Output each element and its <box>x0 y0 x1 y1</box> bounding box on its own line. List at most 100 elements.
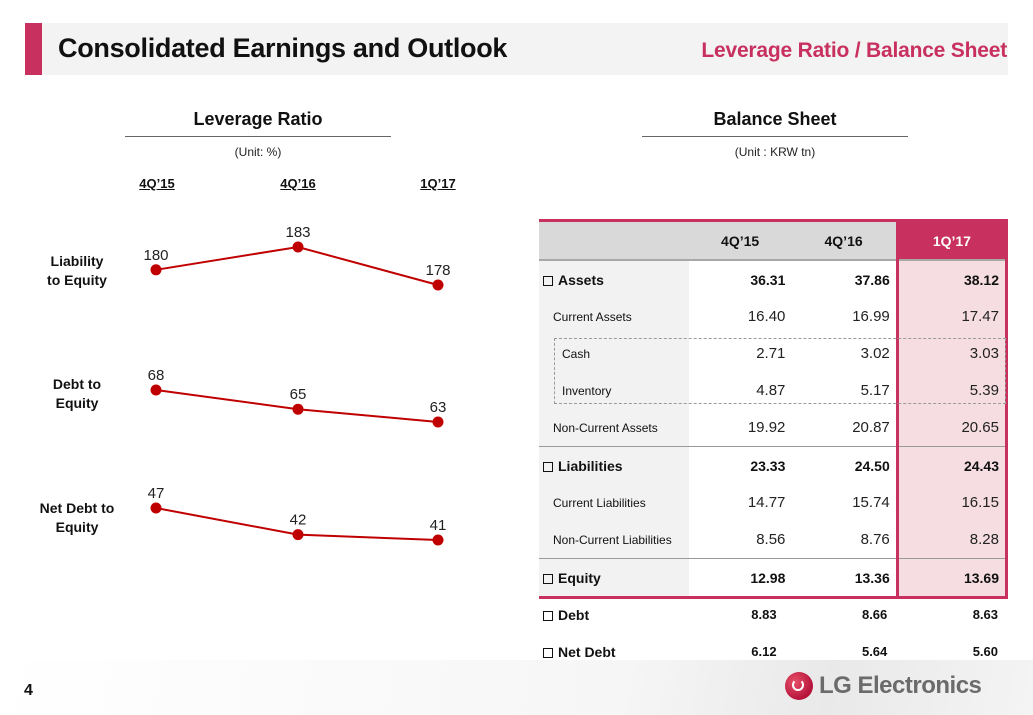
row-label: Non-Current Liabilities <box>539 521 689 559</box>
cell-value: 3.02 <box>860 345 890 362</box>
cell-value-highlight: 5.39 <box>895 372 1009 409</box>
cell-value: 5.17 <box>860 382 890 399</box>
row-label-text: Liabilities <box>558 457 623 474</box>
cell-value: 16.99 <box>852 308 890 325</box>
row-label-text: Net Debt <box>558 643 616 660</box>
lg-logo: LG Electronics <box>785 672 982 700</box>
data-label: 183 <box>285 224 310 241</box>
cell-value: 8.56 <box>756 531 786 548</box>
cell-value-highlight: 16.15 <box>895 484 1009 521</box>
series-label-line-2: to Equity <box>47 272 107 288</box>
row-label: Non-Current Assets <box>539 409 689 447</box>
logo-text: LG Electronics <box>819 672 982 699</box>
table-header-row: 4Q’15 4Q’16 1Q’17 <box>539 219 1009 261</box>
cell-value-highlight: 20.65 <box>895 409 1009 447</box>
data-label: 65 <box>290 386 307 403</box>
cell-value: 19.92 <box>747 419 786 436</box>
period-label-2: 4Q’16 <box>280 176 316 191</box>
page-number: 4 <box>24 682 33 699</box>
table-row: Inventory 4.87 5.17 5.39 <box>539 372 1009 409</box>
row-label: Current Liabilities <box>539 484 689 521</box>
table-row: Current Assets 16.40 16.99 17.47 <box>539 298 1009 335</box>
cell-value: 37.86 <box>854 271 890 288</box>
cell-value: 15.74 <box>852 494 890 511</box>
data-label: 41 <box>430 517 447 534</box>
data-point <box>432 416 444 428</box>
table-row: Assets 36.31 37.86 38.12 <box>539 260 1009 298</box>
checkbox-bullet-icon <box>543 461 553 472</box>
balance-sheet-table: 4Q’15 4Q’16 1Q’17 Assets 36.31 37.86 38.… <box>539 219 1009 599</box>
row-label: Liabilities <box>539 446 689 484</box>
checkbox-bullet-icon <box>543 275 553 286</box>
balance-unit: (Unit : KRW tn) <box>734 145 816 159</box>
page-title: Consolidated Earnings and Outlook <box>58 33 508 63</box>
leverage-line-chart: 180 183 178 68 65 63 47 42 41 <box>143 224 451 546</box>
row-label-text: Assets <box>558 271 604 288</box>
cell-value: 4.87 <box>756 382 786 399</box>
row-label: Debt <box>539 596 678 633</box>
data-point <box>150 384 162 396</box>
data-label: 180 <box>143 247 168 264</box>
cell-value: 8.76 <box>860 531 890 548</box>
data-point <box>150 264 162 276</box>
leverage-title: Leverage Ratio <box>193 109 323 129</box>
header-accent-bar <box>25 23 42 75</box>
cell-value: 8.83 <box>751 607 777 622</box>
cell-value: 16.40 <box>747 308 786 325</box>
column-header-1q17: 1Q’17 <box>895 219 1009 261</box>
table-row: Debt 8.83 8.66 8.63 <box>539 596 1008 633</box>
data-label: 47 <box>148 485 165 502</box>
cell-value: 12.98 <box>688 558 792 599</box>
data-label: 68 <box>148 367 165 384</box>
table-row: Non-Current Liabilities 8.56 8.76 8.28 <box>539 521 1009 559</box>
cell-value: 8.66 <box>861 607 888 622</box>
series-label-debt-to-equity: Debt to Equity <box>22 375 132 413</box>
data-point <box>432 279 444 291</box>
series-label-net-debt-to-equity: Net Debt to Equity <box>22 499 132 537</box>
series-label-line-1: Debt to <box>52 376 102 392</box>
balance-rule <box>642 136 908 137</box>
leverage-unit: (Unit: %) <box>234 145 282 159</box>
table-row: Equity 12.98 13.36 13.69 <box>539 558 1009 599</box>
data-point <box>292 403 304 415</box>
row-label: Current Assets <box>539 298 689 335</box>
table-row: Current Liabilities 14.77 15.74 16.15 <box>539 484 1009 521</box>
cell-value: 36.31 <box>750 271 786 288</box>
table-row: Non-Current Assets 19.92 20.87 20.65 <box>539 409 1009 447</box>
checkbox-bullet-icon <box>543 573 553 584</box>
cell-value: 8.63 <box>972 607 998 622</box>
leverage-rule <box>125 136 391 137</box>
cell-value: 14.77 <box>747 494 786 511</box>
series-label-liability-to-equity: Liability to Equity <box>22 252 132 290</box>
series-label-line-1: Liability <box>50 253 104 269</box>
cell-value: 23.33 <box>688 446 792 484</box>
series-label-line-1: Net Debt to <box>39 500 115 516</box>
table-row: Liabilities 23.33 24.50 24.43 <box>539 446 1009 484</box>
column-header-label <box>539 219 689 261</box>
debt-table: Debt 8.83 8.66 8.63 Net Debt 6.12 5.64 5… <box>539 596 1008 670</box>
checkbox-bullet-icon <box>543 647 553 658</box>
cell-value: 5.60 <box>972 644 998 659</box>
data-point <box>432 534 444 546</box>
period-label-1: 4Q’15 <box>139 176 175 191</box>
cell-value-highlight: 8.28 <box>895 521 1009 559</box>
footer-band <box>0 660 1033 715</box>
cell-value-highlight: 13.69 <box>895 558 1009 599</box>
cell-value-highlight: 3.03 <box>895 335 1009 372</box>
cell-value: 24.50 <box>791 446 898 484</box>
row-label: Cash <box>539 335 689 372</box>
data-point <box>292 529 304 541</box>
data-point <box>150 502 162 514</box>
column-header-4q15: 4Q’15 <box>688 219 792 261</box>
cell-value-highlight: 38.12 <box>895 260 1009 298</box>
period-label-3: 1Q’17 <box>420 176 456 191</box>
data-label: 42 <box>290 512 307 529</box>
lg-logo-icon <box>785 672 813 700</box>
row-label-text: Debt <box>558 606 590 623</box>
checkbox-bullet-icon <box>543 610 553 621</box>
balance-title: Balance Sheet <box>713 109 837 129</box>
data-point <box>292 241 304 253</box>
data-label: 178 <box>425 262 450 279</box>
row-label: Net Debt <box>539 633 678 670</box>
header-bar <box>25 23 1008 75</box>
